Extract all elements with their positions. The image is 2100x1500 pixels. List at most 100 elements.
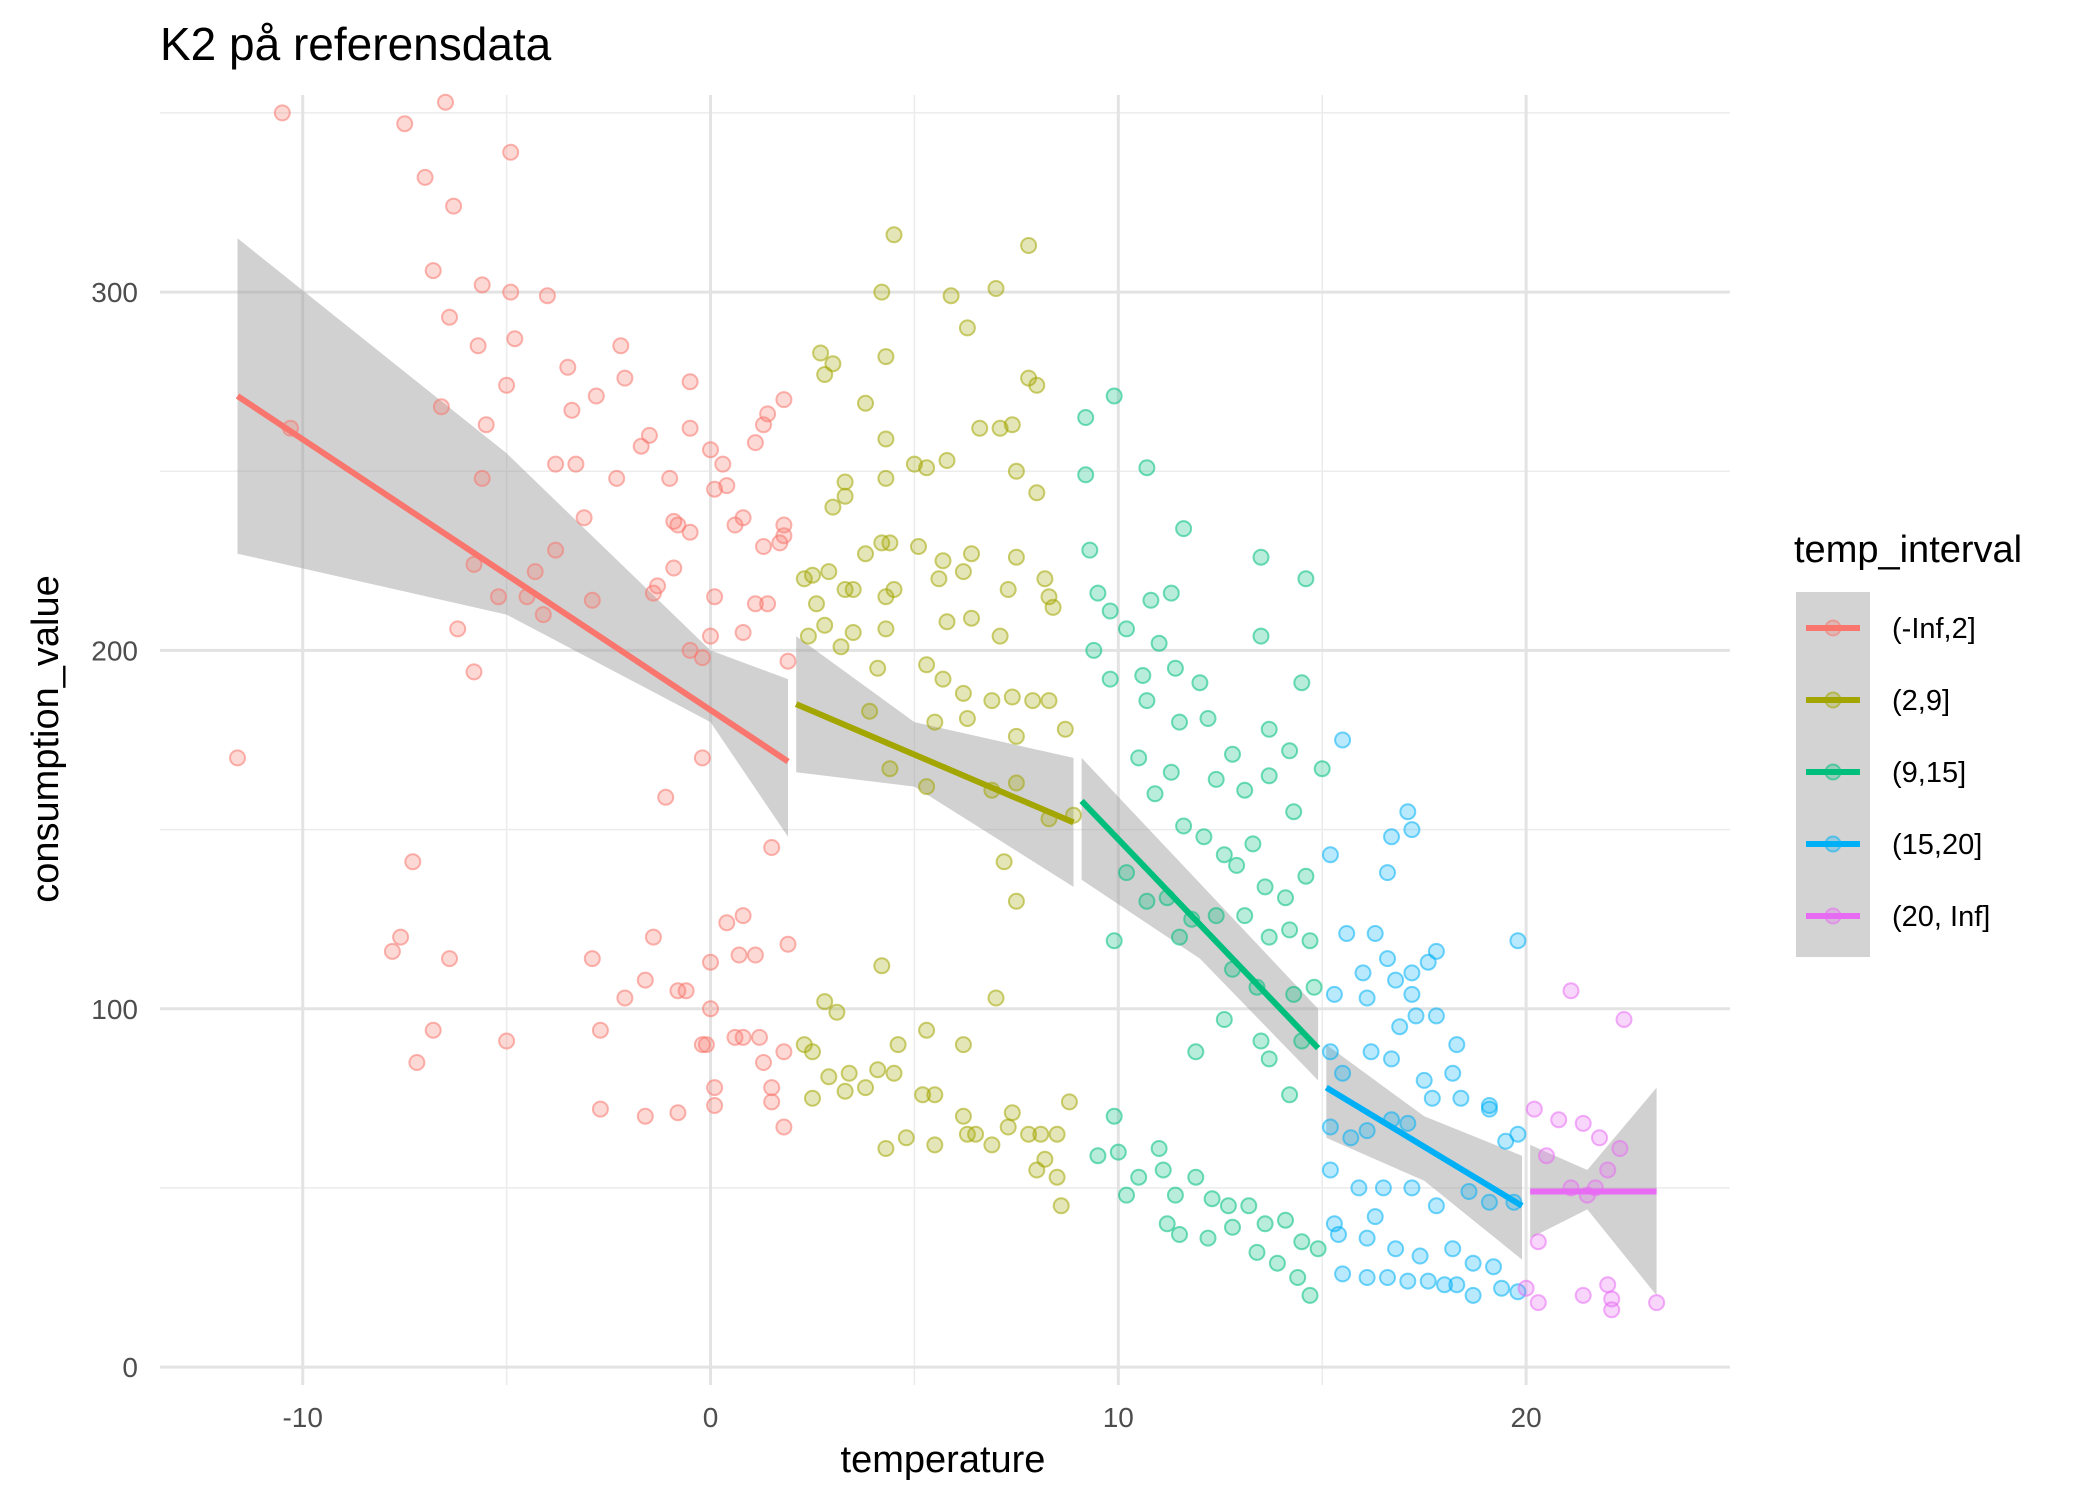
data-point <box>498 1032 516 1050</box>
data-point <box>1379 864 1396 882</box>
data-point <box>1321 846 1339 864</box>
data-point <box>1248 1243 1266 1261</box>
data-point <box>971 419 989 437</box>
data-point <box>1427 1197 1445 1215</box>
data-point <box>583 591 601 609</box>
data-point <box>1003 688 1021 706</box>
data-point <box>1529 1233 1547 1251</box>
data-point <box>1460 1183 1478 1200</box>
data-point <box>1260 1050 1278 1068</box>
data-point <box>1427 942 1445 960</box>
data-point <box>1277 889 1294 907</box>
fit-lines <box>235 393 1657 1209</box>
data-point <box>1252 627 1270 645</box>
data-point <box>1003 1104 1021 1122</box>
data-point <box>408 1054 426 1071</box>
data-point <box>938 613 956 631</box>
data-point <box>1338 925 1356 942</box>
fit-line <box>1079 798 1321 1051</box>
data-point <box>1175 817 1193 835</box>
data-point <box>702 441 719 459</box>
data-point <box>1403 821 1421 839</box>
data-point <box>1118 620 1135 638</box>
data-point <box>477 416 495 434</box>
data-point <box>775 1118 793 1136</box>
data-point <box>1007 462 1025 480</box>
data-point <box>1334 1265 1352 1283</box>
data-point <box>942 287 960 305</box>
data-point <box>812 344 830 362</box>
data-point <box>857 394 874 412</box>
data-point <box>1228 856 1246 874</box>
data-point <box>441 950 458 968</box>
data-point <box>587 387 605 405</box>
data-point <box>681 419 699 437</box>
data-point <box>1281 921 1299 939</box>
data-point <box>449 620 467 638</box>
data-point <box>1130 1168 1148 1186</box>
data-point <box>1187 1168 1205 1186</box>
data-point <box>1321 1161 1339 1179</box>
y-axis-ticks: 0 100 200 300 <box>91 277 138 1383</box>
data-point <box>1077 466 1095 484</box>
data-point <box>836 473 854 491</box>
data-point <box>958 1125 976 1143</box>
data-point <box>1362 1043 1380 1061</box>
data-point <box>424 1021 442 1039</box>
data-point <box>759 405 777 423</box>
data-point <box>1358 1269 1376 1286</box>
data-point <box>1105 1107 1123 1125</box>
fit-line <box>1324 1085 1524 1209</box>
data-point <box>1028 376 1046 394</box>
data-point <box>616 369 634 387</box>
data-point <box>1321 1118 1339 1136</box>
data-point <box>432 398 450 416</box>
data-point <box>1171 713 1188 731</box>
y-tick-label: 200 <box>91 635 138 666</box>
data-point <box>1297 867 1315 885</box>
data-point <box>1603 1301 1621 1319</box>
data-point <box>1171 1226 1188 1243</box>
data-point <box>1236 781 1254 799</box>
x-tick-label: 20 <box>1511 1402 1542 1433</box>
data-point <box>1195 828 1213 846</box>
data-point <box>1403 1179 1421 1197</box>
data-point <box>669 1104 687 1122</box>
data-point <box>1187 1043 1205 1061</box>
data-point <box>1403 985 1421 1003</box>
data-point <box>383 942 401 960</box>
data-point <box>608 469 626 487</box>
data-point <box>1301 932 1319 950</box>
data-point <box>804 1043 821 1061</box>
data-point <box>1599 1161 1617 1179</box>
legend-label: (2,9] <box>1892 685 1950 717</box>
data-point <box>804 1089 821 1107</box>
data-point <box>1444 1064 1462 1082</box>
data-point <box>1574 1114 1592 1132</box>
data-point <box>1171 928 1188 946</box>
legend-key-point <box>1824 619 1842 637</box>
data-point <box>987 280 1005 297</box>
data-point <box>873 283 891 301</box>
data-point <box>1387 971 1405 989</box>
data-point <box>963 609 980 627</box>
data-point <box>396 115 414 133</box>
data-point <box>1366 1208 1384 1226</box>
data-point <box>1256 1215 1274 1233</box>
data-point <box>1480 1097 1498 1114</box>
x-tick-label: 10 <box>1103 1402 1134 1433</box>
data-point <box>734 509 752 527</box>
data-point <box>718 914 736 932</box>
legend-key-point <box>1824 763 1842 781</box>
data-point <box>1252 548 1270 566</box>
data-point <box>526 563 544 581</box>
data-point <box>983 692 1001 710</box>
data-point <box>714 455 732 473</box>
data-point <box>1358 989 1376 1007</box>
data-point <box>869 659 887 677</box>
data-point <box>502 143 520 161</box>
data-point <box>1350 1179 1368 1197</box>
data-point <box>661 469 679 487</box>
y-axis-title: consumption_value <box>25 575 67 902</box>
data-point <box>416 168 434 186</box>
